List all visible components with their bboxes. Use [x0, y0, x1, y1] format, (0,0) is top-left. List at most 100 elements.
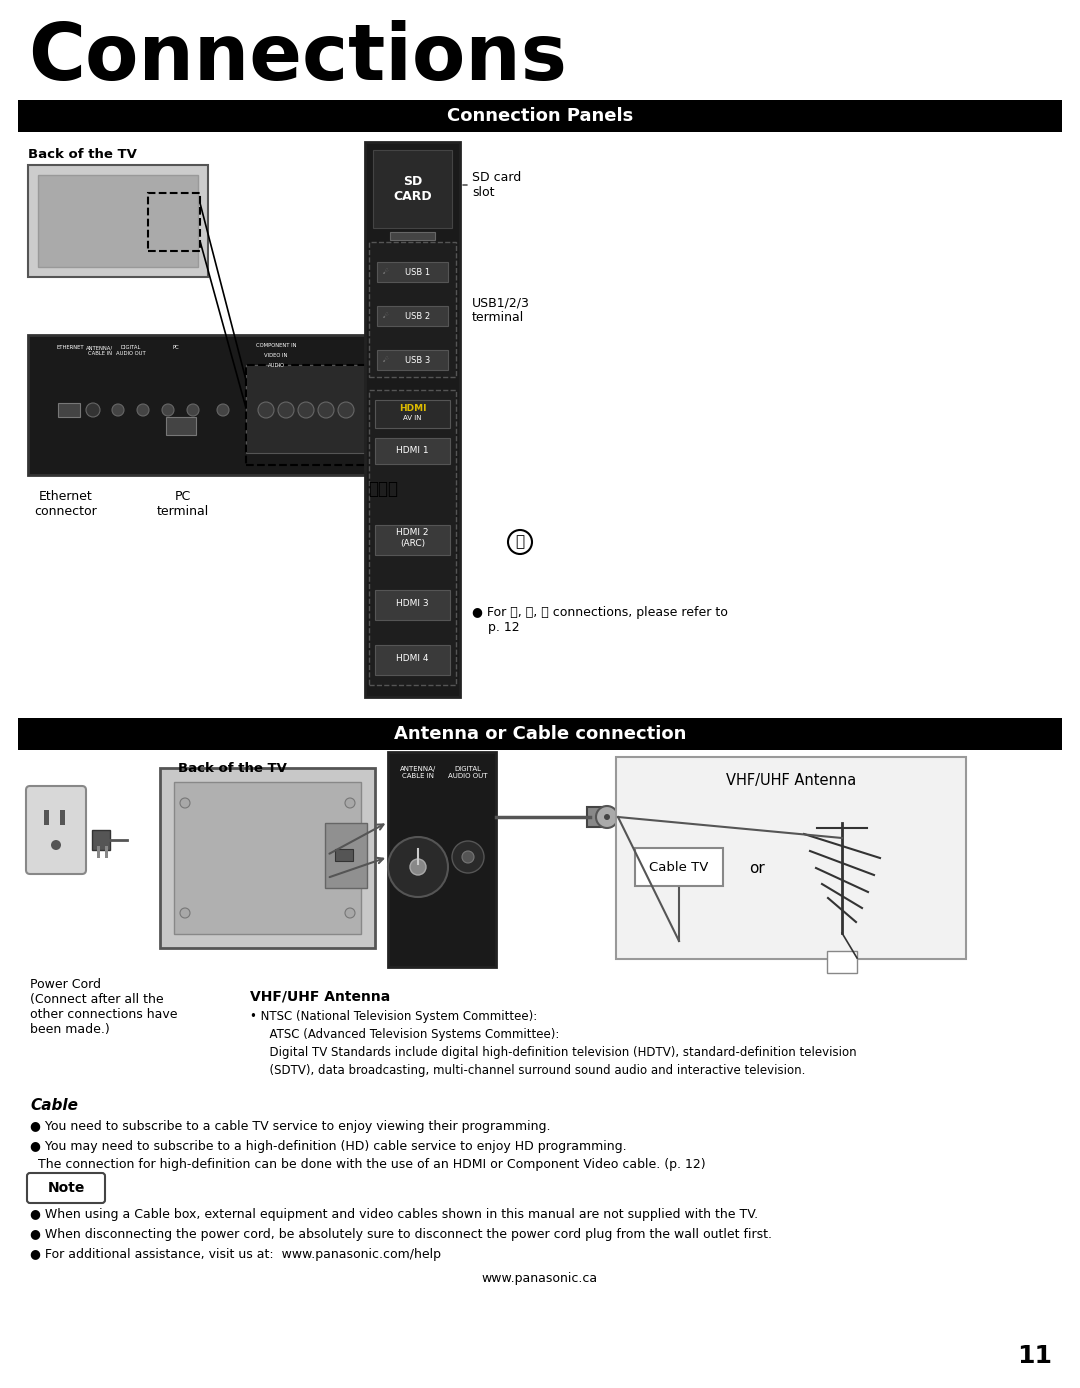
Bar [335, 849, 353, 861]
Text: ● For additional assistance, visit us at:  www.panasonic.com/help: ● For additional assistance, visit us at… [30, 1248, 441, 1262]
Text: USB 3: USB 3 [405, 355, 430, 365]
Circle shape [137, 404, 149, 416]
Text: www.panasonic.ca: www.panasonic.ca [482, 1271, 598, 1285]
Text: Power Cord
(Connect after all the
other connections have
been made.): Power Cord (Connect after all the other … [30, 979, 177, 1035]
Text: VHF/UHF Antenna: VHF/UHF Antenna [249, 990, 390, 1004]
FancyBboxPatch shape [616, 756, 966, 959]
Bar [377, 262, 448, 282]
FancyBboxPatch shape [26, 786, 86, 874]
Bar [375, 439, 450, 464]
Text: PC
terminal: PC terminal [157, 490, 210, 518]
Text: HDMI 3: HDMI 3 [396, 598, 429, 608]
Bar [160, 768, 375, 948]
Bar [166, 416, 195, 434]
Bar [369, 242, 456, 378]
Circle shape [508, 530, 532, 554]
Bar [325, 823, 367, 888]
Text: The connection for high-definition can be done with the use of an HDMI or Compon: The connection for high-definition can b… [30, 1158, 705, 1171]
Circle shape [453, 841, 484, 873]
Bar [246, 365, 366, 452]
Text: • NTSC (National Television System Committee):: • NTSC (National Television System Commi… [249, 1010, 537, 1023]
Text: Cable: Cable [30, 1098, 78, 1113]
Bar [373, 150, 453, 228]
Text: Digital TV Standards include digital high-definition television (HDTV), standard: Digital TV Standards include digital hig… [262, 1047, 856, 1059]
Text: Note: Note [48, 1181, 84, 1195]
Text: HDMI: HDMI [399, 404, 427, 412]
Bar [92, 830, 110, 849]
Circle shape [86, 403, 100, 416]
Text: USB 1: USB 1 [405, 268, 430, 276]
Text: ● You may need to subscribe to a high-definition (HD) cable service to enjoy HD : ● You may need to subscribe to a high-de… [30, 1140, 626, 1153]
Text: Back of the TV: Back of the TV [28, 149, 137, 161]
Circle shape [345, 798, 355, 808]
Bar [44, 811, 49, 824]
Bar [388, 752, 496, 967]
Bar [375, 645, 450, 675]
Text: ⒶⒷⒸ: ⒶⒷⒸ [368, 480, 399, 498]
Text: DIGITAL
AUDIO OUT: DIGITAL AUDIO OUT [448, 766, 488, 779]
Bar [375, 590, 450, 620]
FancyBboxPatch shape [27, 1173, 105, 1203]
Bar [375, 400, 450, 428]
Text: Ethernet
connector: Ethernet connector [35, 490, 97, 518]
Text: AV IN: AV IN [403, 415, 422, 421]
Bar [60, 811, 65, 824]
Circle shape [162, 404, 174, 416]
Text: ATSC (Advanced Television Systems Committee):: ATSC (Advanced Television Systems Commit… [262, 1029, 559, 1041]
Text: ☄: ☄ [382, 357, 388, 362]
Text: Back of the TV: Back of the TV [178, 762, 287, 775]
Text: HDMI 2
(ARC): HDMI 2 (ARC) [396, 529, 429, 548]
Text: AUDIO: AUDIO [268, 364, 284, 368]
Circle shape [112, 404, 124, 416]
Bar [58, 403, 80, 416]
Text: VHF/UHF Antenna: VHF/UHF Antenna [726, 773, 856, 787]
Text: ● You need to subscribe to a cable TV service to enjoy viewing their programming: ● You need to subscribe to a cable TV se… [30, 1120, 551, 1133]
Bar [246, 365, 366, 465]
Bar [28, 335, 383, 475]
Bar [28, 165, 208, 278]
Text: HDMI 1: HDMI 1 [396, 446, 429, 454]
Circle shape [278, 403, 294, 418]
Bar [105, 847, 108, 858]
Bar [38, 175, 198, 266]
Text: SD
CARD: SD CARD [393, 175, 432, 203]
Circle shape [180, 908, 190, 917]
Text: USB1/2/3
terminal: USB1/2/3 terminal [472, 296, 530, 323]
Text: ANTENNA/
CABLE IN: ANTENNA/ CABLE IN [400, 766, 436, 779]
Text: ● For Ⓐ, Ⓑ, Ⓒ connections, please refer to
    p. 12: ● For Ⓐ, Ⓑ, Ⓒ connections, please refer … [472, 607, 728, 634]
Bar [827, 951, 858, 973]
Text: ● When using a Cable box, external equipment and video cables shown in this manu: ● When using a Cable box, external equip… [30, 1208, 758, 1221]
Bar [18, 718, 1062, 750]
Bar [377, 305, 448, 326]
Circle shape [596, 806, 618, 829]
Circle shape [217, 404, 229, 416]
Bar [148, 193, 200, 251]
Text: or: or [750, 861, 765, 876]
Text: (SDTV), data broadcasting, multi-channel surround sound audio and interactive te: (SDTV), data broadcasting, multi-channel… [262, 1065, 806, 1077]
Bar [377, 350, 448, 371]
Bar [174, 781, 361, 934]
Bar [635, 848, 723, 886]
Bar [18, 100, 1062, 132]
Bar [588, 806, 607, 827]
Circle shape [462, 851, 474, 863]
Circle shape [187, 404, 199, 416]
Text: Connection Panels: Connection Panels [447, 107, 633, 125]
Bar [97, 847, 100, 858]
Text: 11: 11 [1017, 1344, 1052, 1369]
Text: ☄: ☄ [382, 314, 388, 319]
Text: ANTENNA/
CABLE IN: ANTENNA/ CABLE IN [86, 346, 113, 355]
Text: ● When disconnecting the power cord, be absolutely sure to disconnect the power : ● When disconnecting the power cord, be … [30, 1228, 772, 1241]
Text: USB 2: USB 2 [405, 311, 430, 321]
Bar [390, 232, 435, 240]
Circle shape [604, 813, 610, 820]
Text: ☄: ☄ [382, 269, 388, 275]
Text: ETHERNET: ETHERNET [56, 346, 84, 350]
Bar [375, 525, 450, 555]
Bar [369, 390, 456, 686]
Circle shape [298, 403, 314, 418]
Text: Ⓐ: Ⓐ [515, 534, 525, 550]
Bar [365, 142, 460, 697]
Text: Antenna or Cable connection: Antenna or Cable connection [394, 725, 686, 743]
Text: PC: PC [173, 346, 179, 350]
